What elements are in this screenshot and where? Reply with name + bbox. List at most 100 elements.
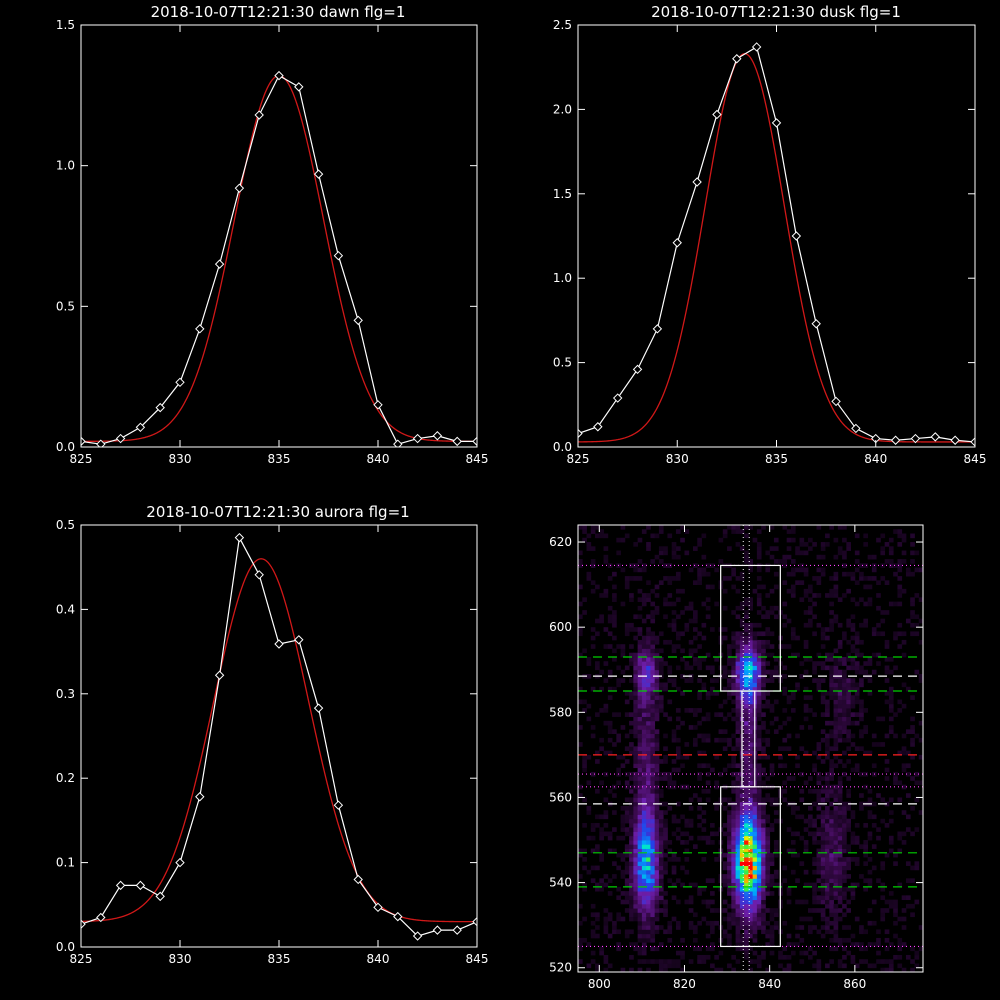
heatmap-cell xyxy=(714,601,719,607)
dusk-data-point xyxy=(930,432,941,442)
heatmap-cell xyxy=(701,788,707,794)
heatmap-cell xyxy=(637,891,643,896)
heatmap-cell xyxy=(705,771,711,777)
heatmap-cell xyxy=(782,708,788,713)
heatmap-cell xyxy=(744,861,749,866)
heatmap-cell xyxy=(761,882,766,888)
heatmap-cell xyxy=(761,584,766,590)
heatmap-cell xyxy=(646,929,651,935)
heatmap-cell xyxy=(761,852,766,858)
heatmap-cell xyxy=(803,882,809,888)
heatmap-cell xyxy=(727,737,732,743)
heatmap-cell xyxy=(756,869,762,875)
heatmap-cell xyxy=(867,882,873,888)
heatmap-cell xyxy=(633,665,639,671)
heatmap-cell xyxy=(731,708,736,713)
heatmap-cell xyxy=(846,950,851,956)
heatmap-cell xyxy=(646,810,651,815)
heatmap-cell xyxy=(646,933,651,939)
heatmap-cell xyxy=(735,703,741,709)
heatmap-cell xyxy=(748,682,754,688)
heatmap-cell xyxy=(884,959,890,964)
heatmap-cell xyxy=(735,857,741,862)
heatmap-cell xyxy=(654,733,660,739)
heatmap-cell xyxy=(675,746,681,752)
heatmap-cell xyxy=(616,537,621,543)
heatmap-cell xyxy=(637,627,643,632)
heatmap-cell xyxy=(765,874,771,879)
heatmap-cell xyxy=(612,861,617,866)
heatmap-cell xyxy=(590,627,596,632)
heatmap-cell xyxy=(803,622,809,628)
heatmap-cell xyxy=(612,712,617,717)
heatmap-cell xyxy=(761,644,766,649)
heatmap-cell xyxy=(876,937,881,943)
heatmap-cell xyxy=(833,746,839,752)
heatmap-cell xyxy=(705,835,711,841)
heatmap-cell xyxy=(850,648,856,654)
heatmap-cell xyxy=(637,831,643,837)
heatmap-cell xyxy=(910,959,915,964)
heatmap-cell xyxy=(641,712,647,717)
heatmap-cell xyxy=(658,848,664,854)
heatmap-cell xyxy=(654,678,660,683)
heatmap-cell xyxy=(633,542,639,547)
heatmap-cell xyxy=(761,916,766,922)
heatmap-cell xyxy=(739,861,745,866)
heatmap-cell xyxy=(646,754,651,760)
heatmap-cell xyxy=(888,703,894,709)
heatmap-cell xyxy=(633,831,639,837)
heatmap-cell xyxy=(744,899,749,905)
heatmap-cell xyxy=(735,818,741,824)
heatmap-cell xyxy=(731,831,736,837)
dawn-data-point xyxy=(353,315,363,326)
heatmap-cell xyxy=(650,601,656,607)
heatmap-cell xyxy=(731,682,736,688)
heatmap-cell xyxy=(756,542,762,547)
heatmap-cell xyxy=(637,750,643,756)
heatmap-cell xyxy=(646,759,651,764)
heatmap-cell xyxy=(910,614,915,620)
heatmap-cell xyxy=(808,610,813,615)
heatmap-cell xyxy=(671,852,677,858)
heatmap-cell xyxy=(727,576,732,581)
heatmap-cell xyxy=(646,852,651,858)
heatmap-cell xyxy=(765,920,771,926)
heatmap-cell xyxy=(756,669,762,675)
aurora-data-point xyxy=(214,670,225,680)
heatmap-cell xyxy=(829,729,834,734)
heatmap-cell xyxy=(637,946,643,952)
heatmap-cell xyxy=(854,631,860,637)
heatmap-cell xyxy=(654,686,660,692)
heatmap-cell xyxy=(799,674,805,679)
heatmap-cell xyxy=(646,742,651,747)
heatmap-cell xyxy=(663,771,668,777)
heatmap-cell xyxy=(756,584,762,590)
heatmap-cell xyxy=(833,754,839,760)
heatmap-cell xyxy=(756,886,762,892)
heatmap-cell xyxy=(854,648,860,654)
heatmap-cell xyxy=(735,831,741,837)
heatmap-cell xyxy=(761,780,766,786)
heatmap-cell xyxy=(803,639,809,645)
heatmap-cell xyxy=(637,678,643,683)
heatmap-cell xyxy=(641,699,647,705)
heatmap-cell xyxy=(667,771,673,777)
heatmap-cell xyxy=(752,682,758,688)
heatmap-cell xyxy=(752,588,758,594)
heatmap-cell xyxy=(693,712,698,717)
heatmap-cell xyxy=(748,831,754,837)
heatmap-cell xyxy=(825,874,830,879)
heatmap-cell xyxy=(629,831,634,837)
heatmap-cell xyxy=(901,925,907,930)
heatmap-cell xyxy=(731,848,736,854)
heatmap-cell xyxy=(816,754,822,760)
heatmap-cell xyxy=(893,852,898,858)
heatmap-cell xyxy=(756,767,762,773)
heatmap-cell xyxy=(761,827,766,832)
heatmap-cell xyxy=(859,639,864,645)
heatmap-cell xyxy=(629,814,634,820)
heatmap-cell xyxy=(646,874,651,879)
heatmap-cell xyxy=(735,648,741,654)
heatmap-cell xyxy=(590,920,596,926)
